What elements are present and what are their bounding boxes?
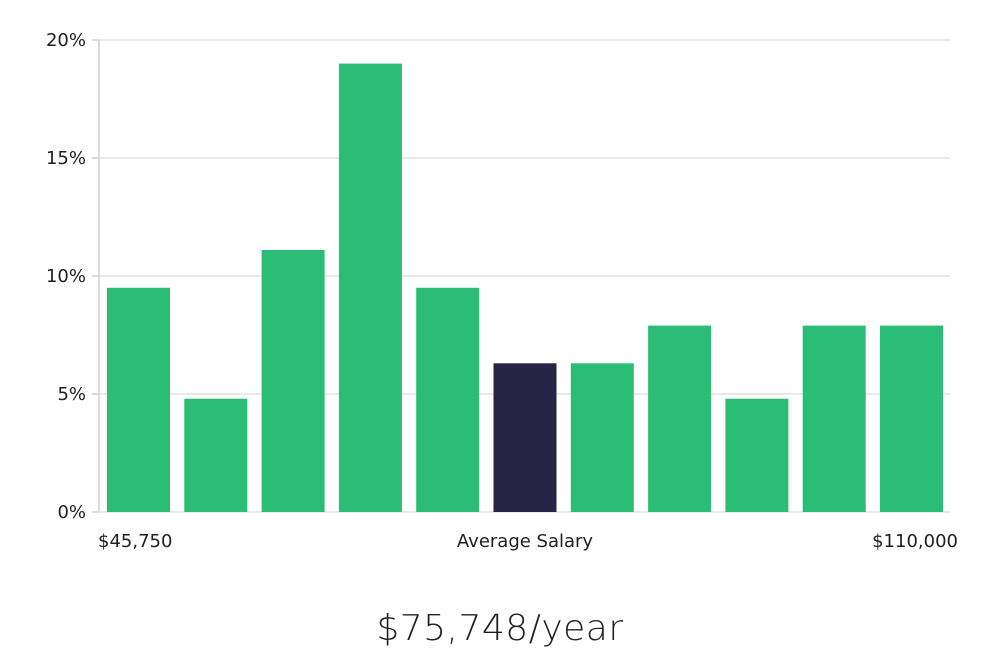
bars (107, 63, 943, 512)
bar (570, 363, 634, 512)
y-tick-label: 10% (46, 266, 86, 287)
axis-labels: $45,750 Average Salary $110,000 (98, 531, 958, 552)
bar (338, 63, 402, 512)
bar (261, 250, 325, 512)
y-tick-label: 5% (57, 384, 86, 405)
bar (725, 398, 789, 512)
y-tick-label: 20% (46, 30, 86, 51)
bar (416, 287, 480, 512)
bar-highlighted (493, 363, 557, 512)
bar (802, 325, 866, 512)
y-axis: 0% 5% 10% 15% 20% (46, 30, 950, 523)
x-min-label: $45,750 (98, 531, 172, 552)
average-salary-headline: $75,748/year (376, 608, 624, 649)
bar (648, 325, 712, 512)
salary-histogram-chart: 0% 5% 10% 15% 20% $45,750 Average Salary $11… (46, 30, 958, 552)
bar (880, 325, 943, 512)
y-tick-label: 0% (57, 502, 86, 523)
bar (184, 398, 248, 512)
bar (107, 287, 170, 512)
y-tick-label: 15% (46, 148, 86, 169)
x-max-label: $110,000 (872, 531, 958, 552)
x-axis-title: Average Salary (457, 531, 594, 552)
